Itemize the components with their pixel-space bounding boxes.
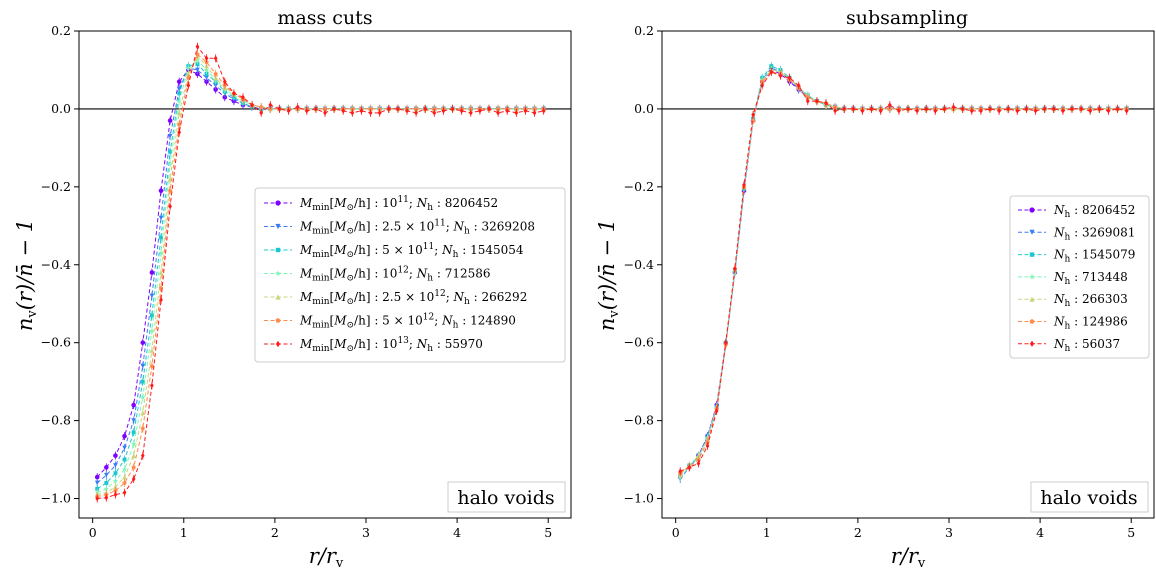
right-annotation-box: halo voids [1030, 481, 1149, 513]
y-tick-label: 0.2 [634, 23, 654, 38]
series-6 [95, 50, 546, 501]
legend-entry: Mmin​[M⊙​/h] : 2.5 × 1011​; Nh​ : 326920… [264, 219, 535, 237]
legend-marker [275, 340, 281, 348]
legend-entry: Nh​ : 713448 [1018, 270, 1128, 287]
legend-entry: Nh​ : 3269081 [1018, 225, 1135, 242]
left-annotation-box: halo voids [447, 481, 566, 513]
right-plot-area [662, 62, 1154, 484]
legend-marker [275, 294, 281, 300]
legend-label: Nh​ : 1545079 [1053, 248, 1135, 265]
legend-marker [275, 317, 281, 323]
legend-label: Nh​ : 8206452 [1053, 203, 1135, 220]
y-tick-label: −1.0 [41, 491, 71, 506]
series-line [679, 71, 1127, 474]
y-tick-label: −0.8 [624, 413, 654, 428]
x-tick-label: 4 [1036, 525, 1044, 540]
y-tick-label: −0.4 [41, 257, 71, 272]
legend-label: Mmin​[M⊙​/h] : 5 × 1011​; Nh​ : 1545054 [299, 242, 524, 260]
left-plot-frame [78, 30, 572, 519]
y-tick-label: 0.0 [634, 101, 654, 116]
left-x-axis-label: r/rv [309, 544, 344, 571]
legend-entry: Mmin​[M⊙​/h] : 5 × 1012​; Nh​ : 124890 [264, 313, 516, 331]
legend-marker [1029, 296, 1035, 302]
x-tick-label: 1 [180, 525, 188, 540]
legend-entry: Nh​ : 266303 [1018, 292, 1128, 309]
legend-label: Mmin​[M⊙​/h] : 1012​; Nh​ : 712586 [299, 266, 491, 284]
legend-marker [1029, 318, 1035, 324]
left-annotation: halo voids [457, 487, 554, 509]
legend-entry: Mmin​[M⊙​/h] : 5 × 1011​; Nh​ : 1545054 [264, 242, 524, 260]
legend-entry: Mmin​[M⊙​/h] : 1012​; Nh​ : 712586 [264, 266, 491, 284]
x-tick-label: 5 [544, 525, 552, 540]
left-axis-ticks: 0 1 2 3 4 5 −1.0 −0.8 −0.6 −0.4 −0.2 0.0 0.2 [41, 23, 553, 540]
legend-marker [1029, 273, 1035, 280]
y-tick-label: −0.8 [41, 413, 71, 428]
legend-entry: Nh​ : 8206452 [1018, 203, 1135, 220]
right-annotation: halo voids [1040, 487, 1137, 509]
legend-marker [1029, 252, 1035, 257]
y-tick-label: −0.6 [624, 335, 654, 350]
series-7 [678, 67, 1129, 476]
panel-mass-cuts: mass cuts 0 1 2 3 4 5−1.0−0.8−0.6−0.4−0.20.00… [13, 7, 572, 571]
legend-marker [1029, 229, 1035, 235]
legend-label: Nh​ : 3269081 [1053, 225, 1135, 242]
right-axis-ticks: 0 1 2 3 4 5 −1.0 −0.8 −0.6 −0.4 −0.2 0.0 0.2 [624, 23, 1136, 540]
left-chart-title: mass cuts [277, 7, 372, 29]
x-tick-label: 2 [271, 525, 279, 540]
series-7 [95, 42, 546, 503]
legend-label: Mmin​[M⊙​/h] : 1011​; Nh​ : 8206452 [299, 195, 498, 213]
x-tick-label: 3 [362, 525, 370, 540]
legend-marker [275, 270, 281, 277]
legend-label: Mmin​[M⊙​/h] : 5 × 1012​; Nh​ : 124890 [299, 313, 516, 331]
x-tick-label: 4 [453, 525, 461, 540]
x-tick-label: 3 [945, 525, 953, 540]
legend-entry: Mmin​[M⊙​/h] : 1011​; Nh​ : 8206452 [264, 195, 498, 213]
right-legend-frame [1009, 195, 1150, 359]
right-legend: Nh​ : 8206452 Nh​ : 3269081 Nh​ : 1545079 N… [1009, 195, 1150, 359]
legend-label: Mmin​[M⊙​/h] : 1013​; Nh​ : 55970 [299, 336, 483, 354]
legend-marker [1029, 340, 1035, 347]
right-plot-frame [661, 30, 1155, 519]
legend-marker [275, 247, 281, 253]
panel-subsampling: subsampling 0 1 2 3 4 5 −1.0 −0.8 −0.6 −0.4 −0.2 0.… [595, 7, 1155, 571]
legend-entry: Nh​ : 124986 [1018, 315, 1128, 332]
y-tick-label: −0.2 [41, 179, 71, 194]
right-x-axis-label: r/rv [891, 544, 926, 571]
x-tick-label: 1 [763, 525, 771, 540]
legend-marker [275, 223, 281, 230]
legend-label: Nh​ : 56037 [1053, 337, 1120, 354]
x-tick-label: 5 [1127, 525, 1135, 540]
x-tick-label: 0 [672, 525, 680, 540]
legend-label: Nh​ : 124986 [1053, 315, 1128, 332]
left-legend: Mmin​[M⊙​/h] : 1011​; Nh​ : 8206452 Mmin​… [254, 187, 566, 363]
y-tick-label: −1.0 [624, 491, 654, 506]
legend-marker [275, 200, 281, 206]
legend-label: Nh​ : 266303 [1053, 292, 1128, 309]
y-tick-label: −0.2 [624, 179, 654, 194]
right-chart-title: subsampling [846, 7, 968, 29]
y-tick-label: −0.6 [41, 335, 71, 350]
left-plot-area [79, 42, 571, 503]
legend-entry: Nh​ : 1545079 [1018, 248, 1135, 265]
y-tick-label: 0.2 [51, 23, 71, 38]
left-y-axis-label: nv(r)/n̄ − 1 [13, 219, 40, 331]
legend-entry: Nh​ : 56037 [1018, 337, 1120, 354]
x-tick-label: 0 [89, 525, 97, 540]
right-y-axis-label: nv(r)/n̄ − 1 [595, 219, 622, 331]
y-tick-label: −0.4 [624, 257, 654, 272]
legend-label: Nh​ : 713448 [1053, 270, 1128, 287]
legend-entry: Mmin​[M⊙​/h] : 1013​; Nh​ : 55970 [264, 336, 483, 354]
x-tick-label: 2 [854, 525, 862, 540]
legend-marker [1029, 207, 1035, 213]
left-legend-frame [254, 187, 566, 363]
legend-entry: Mmin​[M⊙​/h] : 2.5 × 1012​; Nh​ : 266292 [264, 289, 527, 307]
legend-label: Mmin​[M⊙​/h] : 2.5 × 1012​; Nh​ : 266292 [299, 289, 527, 307]
legend-label: Mmin​[M⊙​/h] : 2.5 × 1011​; Nh​ : 326920… [299, 219, 535, 237]
y-tick-label: 0.0 [51, 101, 71, 116]
